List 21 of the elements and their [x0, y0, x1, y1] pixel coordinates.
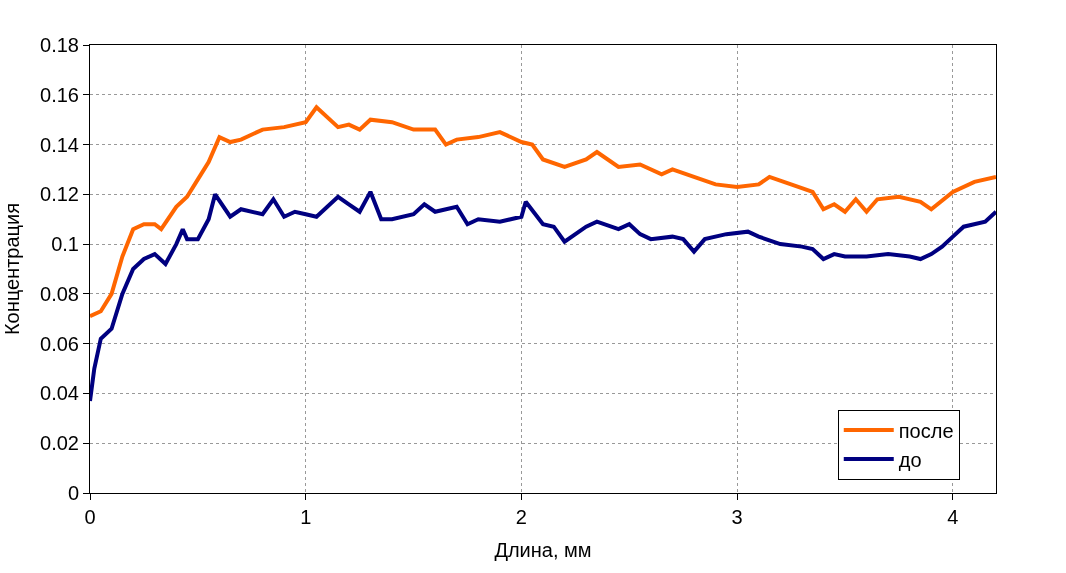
x-tick-label: 3 — [731, 506, 743, 528]
y-tick-label: 0.18 — [40, 34, 79, 56]
y-tick-label: 0.16 — [40, 83, 79, 106]
y-tick-label: 0 — [67, 482, 79, 504]
x-axis-title: Длина, мм — [494, 538, 592, 561]
x-tick-label: 2 — [515, 506, 527, 528]
y-tick-label: 0.14 — [40, 133, 79, 156]
y-tick-label: 0.06 — [40, 332, 79, 355]
x-tick-label: 0 — [84, 506, 96, 528]
y-tick-label: 0.02 — [40, 432, 79, 455]
y-tick-label: 0.08 — [40, 282, 79, 305]
y-tick-label: 0.04 — [40, 382, 79, 405]
line-series — [90, 189, 996, 403]
legend-label: до — [898, 448, 922, 471]
y-tick-label: 0.1 — [51, 233, 79, 256]
y-axis-title: Концентрация — [0, 202, 23, 336]
line-series — [90, 105, 996, 319]
legend-label: после — [898, 419, 954, 442]
y-tick-label: 0.12 — [40, 183, 79, 206]
x-tick-label: 1 — [300, 506, 312, 528]
x-tick-label: 4 — [947, 506, 959, 528]
